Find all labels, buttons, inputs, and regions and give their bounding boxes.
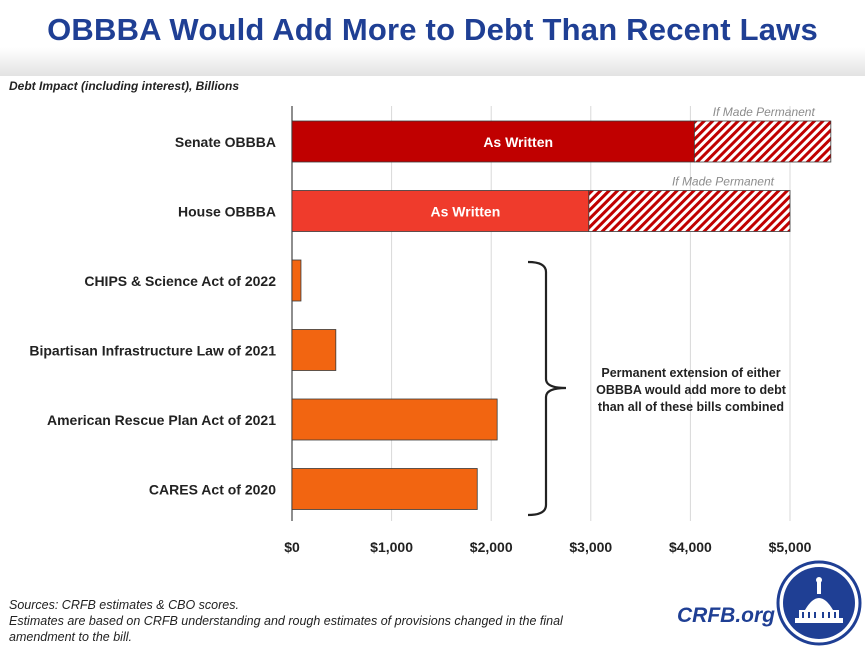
x-tick-label: $4,000 <box>669 539 712 555</box>
sources-note: Sources: CRFB estimates & CBO scores. <box>9 598 239 612</box>
bracket <box>527 260 567 517</box>
category-label: American Rescue Plan Act of 2021 <box>47 412 276 428</box>
category-label: CARES Act of 2020 <box>149 482 276 498</box>
permanent-label: If Made Permanent <box>672 175 775 189</box>
annotation-line-3: than all of these bills combined <box>598 400 784 414</box>
bar-if-made-permanent <box>693 120 832 163</box>
estimates-note-line-1: Estimates are based on CRFB understandin… <box>9 614 563 628</box>
x-tick-label: $5,000 <box>769 539 812 555</box>
bar-value-label: As Written <box>431 204 501 220</box>
bar-as-written <box>291 398 498 441</box>
header-banner <box>0 0 865 76</box>
category-label: House OBBBA <box>178 204 276 220</box>
category-label: CHIPS & Science Act of 2022 <box>84 273 276 289</box>
x-tick-label: $3,000 <box>569 539 612 555</box>
annotation-line-1: Permanent extension of either <box>601 366 780 380</box>
x-tick-label: $1,000 <box>370 539 413 555</box>
category-label: Bipartisan Infrastructure Law of 2021 <box>29 343 276 359</box>
annotation-line-2: OBBBA would add more to debt <box>596 383 787 397</box>
x-tick-label: $2,000 <box>470 539 513 555</box>
page-title: OBBBA Would Add More to Debt Than Recent… <box>47 12 818 47</box>
bar-value-label: As Written <box>483 134 553 150</box>
bar-chart: $0 $1,000 $2,000 $3,000 $4,000 $5,000 If Made … <box>29 105 832 555</box>
crfb-capitol-logo-icon <box>776 560 862 646</box>
x-tick-label: $0 <box>284 539 300 555</box>
brand-link[interactable]: CRFB.org <box>677 604 775 627</box>
bar-as-written <box>291 329 337 371</box>
footer-notes: Sources: CRFB estimates & CBO scores. Es… <box>9 597 609 645</box>
bar-as-written <box>291 259 302 302</box>
bar-as-written <box>291 468 478 510</box>
permanent-label: If Made Permanent <box>713 105 816 119</box>
bar-if-made-permanent <box>588 190 791 232</box>
bar-as-written <box>291 190 590 232</box>
category-label: Senate OBBBA <box>175 134 276 150</box>
bar-as-written <box>291 120 695 163</box>
axis-subtitle: Debt Impact (including interest), Billio… <box>9 79 240 93</box>
estimates-note-line-2: amendment to the bill. <box>9 630 132 644</box>
